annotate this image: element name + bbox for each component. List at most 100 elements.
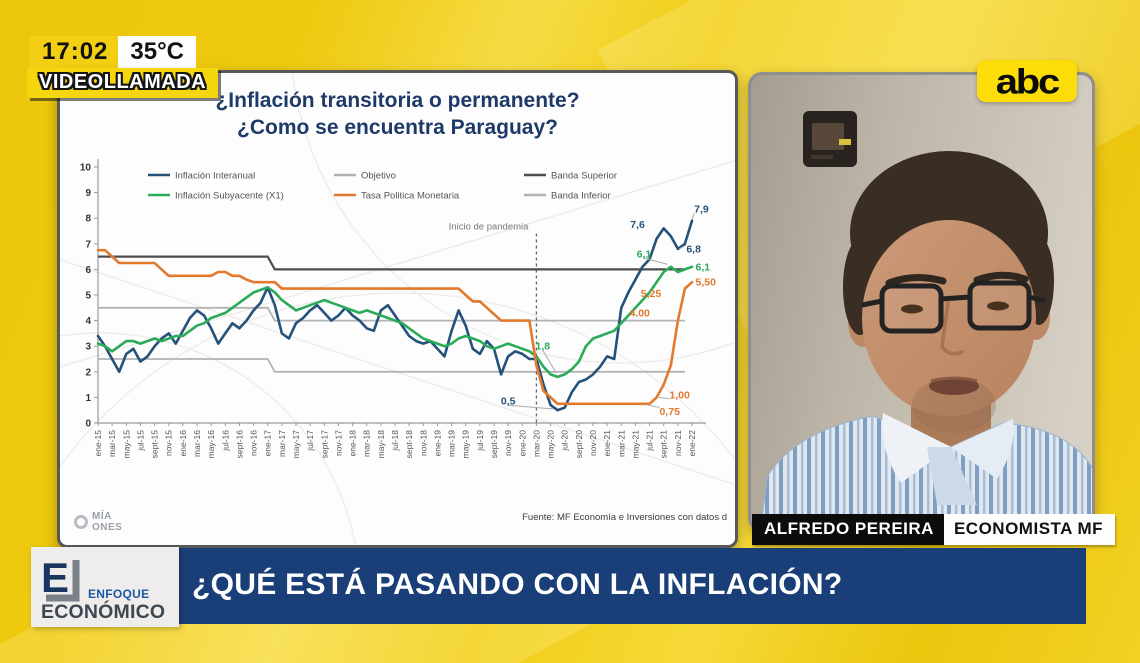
watermark-line2: ONES: [92, 522, 123, 533]
x-tick-label: mar-17: [277, 430, 287, 457]
y-tick-label: 4: [85, 316, 91, 327]
program-logo-enfoque: ENFOQUE: [88, 587, 150, 601]
data-label: 7,9: [694, 204, 709, 216]
x-tick-label: sept-21: [659, 430, 669, 459]
abc-channel-logo: abc: [977, 60, 1077, 102]
data-label: 6,1: [637, 249, 652, 261]
series-inflaci-n-subyacente-x1-: [96, 265, 694, 379]
x-tick-label: mar-16: [192, 430, 202, 457]
slide-title-line2: ¿Como se encuentra Paraguay?: [237, 116, 558, 140]
x-tick-label: ene-18: [348, 430, 358, 457]
speaker-role: ECONOMISTA MF: [943, 514, 1116, 545]
x-tick-label: may-17: [291, 430, 301, 459]
x-tick-label: nov-18: [418, 430, 428, 456]
x-tick-label: mar-21: [616, 430, 626, 457]
data-label: 4.00: [629, 307, 650, 319]
x-tick-label: may-16: [206, 430, 216, 459]
slide-title: ¿Inflación transitoria o permanente? ¿Co…: [60, 87, 735, 142]
x-tick-label: mar-19: [447, 430, 457, 457]
x-tick-label: may-15: [121, 430, 131, 459]
videollamada-badge: VIDEOLLAMADA: [27, 68, 219, 98]
data-label: 1,8: [535, 341, 550, 353]
x-tick-label: jul-20: [560, 430, 570, 452]
headline-bar: ¿QUÉ ESTÁ PASANDO CON LA INFLACIÓN?: [178, 548, 1086, 624]
legend-label: Inflación Subyacente (X1): [175, 191, 284, 202]
x-tick-label: may-18: [376, 430, 386, 459]
program-logo: E ENFOQUE ECONÓMICO: [31, 547, 179, 627]
headline-text: ¿QUÉ ESTÁ PASANDO CON LA INFLACIÓN?: [192, 568, 843, 601]
video-call-panel: [748, 72, 1095, 532]
x-tick-label: ene-21: [602, 430, 612, 457]
speaker-name: ALFREDO PEREIRA: [752, 514, 944, 545]
abc-logo-text: abc: [995, 61, 1061, 101]
x-tick-label: jul-15: [135, 430, 145, 452]
x-tick-label: jul-21: [645, 430, 655, 452]
x-tick-label: mar-15: [107, 430, 117, 457]
x-tick-label: jul-19: [475, 430, 485, 452]
y-tick-label: 3: [85, 342, 91, 353]
slide-watermark-swirls: [60, 73, 735, 545]
ref-line-banda-inferior: [98, 358, 685, 373]
x-tick-label: ene-19: [432, 430, 442, 457]
x-tick-label: ene-17: [263, 430, 273, 457]
legend-label: Tasa Politica Monetaria: [361, 191, 460, 202]
x-tick-label: may-21: [630, 430, 640, 459]
y-tick-label: 2: [85, 367, 91, 378]
watermark-circle-icon: [74, 515, 88, 529]
x-tick-label: ene-22: [687, 430, 697, 457]
data-label: 0,5: [501, 396, 516, 408]
clock-time: 17:02: [30, 36, 119, 69]
data-label: 5,25: [641, 288, 662, 300]
x-tick-label: sept-16: [234, 430, 244, 459]
x-tick-label: nov-15: [164, 430, 174, 456]
x-tick-label: nov-21: [673, 430, 683, 456]
x-tick-label: nov-16: [249, 430, 259, 456]
data-label: 7,6: [630, 219, 645, 231]
presentation-slide: ¿Inflación transitoria o permanente? ¿Co…: [57, 70, 738, 548]
x-tick-label: jul-16: [220, 430, 230, 452]
program-logo-economico: ECONÓMICO: [41, 601, 166, 623]
x-tick-label: nov-20: [588, 430, 598, 456]
series-inflaci-n-interanual: [96, 219, 694, 412]
clock-temperature-bar: 17:02 35°C: [30, 36, 197, 69]
chart-source-note: Fuente: MF Economía e Inversiones con da…: [522, 512, 727, 523]
x-tick-label: sept-17: [319, 430, 329, 459]
y-tick-label: 10: [80, 163, 92, 174]
ref-line-objetivo: [98, 306, 685, 322]
guest-figure: [760, 151, 1092, 529]
guest-portrait: [760, 111, 1092, 529]
inflation-chart: 0 1 2 3 4 5 6 7 8 9 10 ene-15 mar-15 may-15 jul-15 sept…: [62, 147, 735, 507]
legend-label: Banda Superior: [551, 171, 617, 182]
speaker-nametag: ALFREDO PEREIRA ECONOMISTA MF: [752, 514, 1116, 545]
logo-e-letter: E: [41, 554, 69, 601]
x-tick-label: ene-15: [93, 430, 103, 457]
x-tick-label: nov-19: [503, 430, 513, 456]
y-tick-label: 1: [85, 393, 91, 404]
data-label: 6,8: [686, 243, 701, 255]
data-label: 5,50: [696, 277, 717, 289]
chart-svg: 0 1 2 3 4 5 6 7 8 9 10 ene-15 mar-15 may-15 jul-15 sept…: [80, 159, 717, 459]
x-tick-label: sept-15: [150, 430, 160, 459]
wall-intercom-device: [803, 111, 857, 167]
legend-label: Inflación Interanual: [175, 171, 255, 182]
x-tick-label: ene-20: [517, 430, 527, 457]
ref-line-banda-superior: [98, 255, 685, 271]
y-tick-label: 9: [85, 188, 91, 199]
x-tick-label: sept-20: [574, 430, 584, 459]
x-tick-label: nov-17: [333, 430, 343, 456]
y-tick-label: 0: [85, 419, 91, 430]
x-tick-label: may-20: [546, 430, 556, 459]
series-tasa-politica-monetaria: [96, 248, 694, 406]
y-tick-label: 7: [85, 239, 91, 250]
x-tick-label: sept-19: [489, 430, 499, 459]
temperature: 35°C: [118, 36, 197, 69]
x-tick-label: jul-17: [305, 430, 315, 452]
x-tick-label: ene-16: [178, 430, 188, 457]
pandemic-label: Inicio de pandemia: [449, 222, 529, 233]
y-tick-label: 6: [85, 265, 91, 276]
y-tick-label: 8: [85, 214, 91, 225]
x-tick-label: mar-20: [531, 430, 541, 457]
x-tick-label: jul-18: [390, 430, 400, 452]
slide-title-line1: ¿Inflación transitoria o permanente?: [215, 89, 580, 112]
